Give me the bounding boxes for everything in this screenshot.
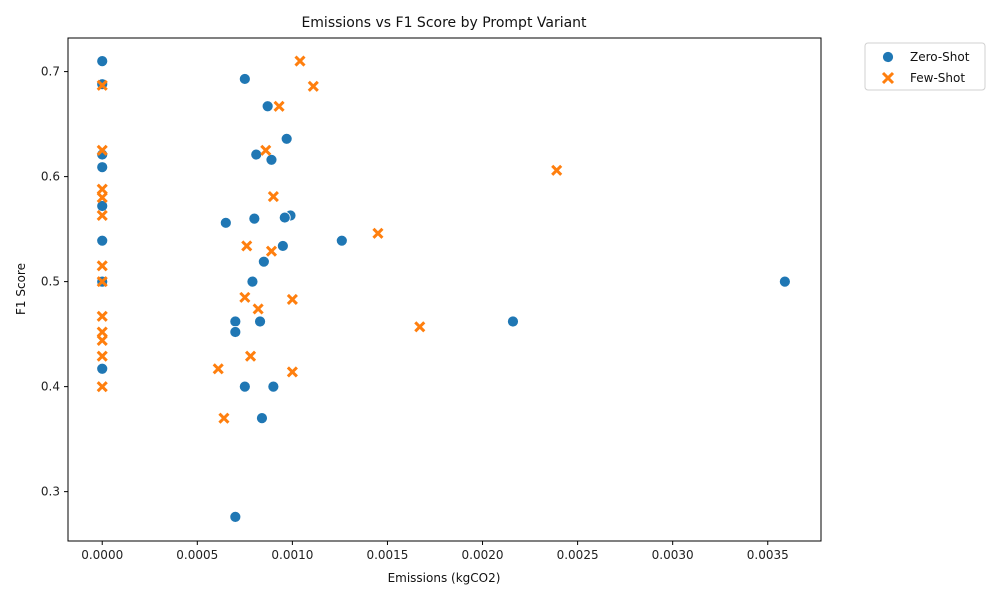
data-point-zero-shot (229, 326, 242, 338)
data-point-few-shot (96, 381, 108, 393)
plot-frame (67, 37, 822, 542)
data-point-few-shot (212, 363, 224, 375)
data-point-zero-shot (254, 315, 266, 328)
data-point-zero-shot (219, 216, 232, 229)
data-point-zero-shot (265, 153, 278, 166)
y-tick-label: 0.6 (41, 170, 60, 184)
x-axis: 0.0000 0.0005 0.0010 0.0015 0.0020 0.0025 0.00… (81, 541, 789, 562)
data-point-zero-shot (335, 234, 348, 247)
plot-area (67, 37, 822, 542)
data-point-zero-shot (778, 275, 791, 288)
x-tick-label: 0.0025 (557, 548, 599, 562)
data-point-zero-shot (250, 148, 263, 161)
data-point-few-shot (414, 321, 426, 333)
data-point-few-shot (286, 366, 298, 378)
y-tick-label: 0.4 (41, 380, 60, 394)
data-point-zero-shot (276, 240, 289, 252)
data-point-zero-shot (96, 161, 109, 174)
data-point-few-shot (96, 79, 108, 91)
data-point-few-shot (96, 276, 108, 288)
data-point-few-shot (96, 192, 108, 204)
data-point-few-shot (241, 240, 253, 252)
data-point-zero-shot (238, 73, 251, 85)
x-tick-label: 0.0015 (366, 548, 408, 562)
data-point-zero-shot (278, 211, 291, 224)
data-point-few-shot (96, 260, 108, 272)
data-point-few-shot (96, 144, 108, 156)
y-tick-label: 0.3 (41, 485, 60, 499)
data-point-few-shot (96, 183, 108, 195)
data-points (96, 55, 791, 523)
data-point-few-shot (372, 227, 384, 239)
x-tick-label: 0.0035 (747, 548, 789, 562)
data-point-few-shot (96, 326, 108, 338)
data-point-zero-shot (256, 412, 268, 425)
data-point-few-shot (551, 164, 563, 176)
y-axis-label: F1 Score (14, 263, 28, 315)
x-tick-label: 0.0000 (81, 548, 123, 562)
x-tick-label: 0.0030 (652, 548, 694, 562)
x-tick-label: 0.0005 (176, 548, 218, 562)
data-point-zero-shot (246, 275, 259, 288)
data-point-zero-shot (257, 255, 270, 268)
data-point-few-shot (218, 412, 230, 424)
data-point-few-shot (96, 350, 108, 362)
data-point-zero-shot (96, 362, 109, 375)
data-point-few-shot (239, 291, 251, 303)
legend-frame (864, 42, 986, 91)
legend-label-few-shot: Few-Shot (910, 71, 965, 85)
data-point-zero-shot (96, 55, 109, 68)
data-point-few-shot (244, 350, 257, 362)
x-tick-label: 0.0010 (271, 548, 313, 562)
data-point-few-shot (260, 144, 272, 156)
data-point-few-shot (96, 334, 108, 346)
legend: Zero-Shot Few-Shot (864, 42, 986, 91)
data-point-zero-shot (507, 315, 519, 328)
data-point-zero-shot (238, 380, 251, 393)
data-point-zero-shot (267, 380, 280, 393)
data-point-few-shot (252, 303, 264, 315)
x-tick-label: 0.0020 (462, 548, 504, 562)
data-point-few-shot (273, 100, 285, 112)
y-tick-label: 0.5 (41, 275, 60, 289)
data-point-zero-shot (280, 132, 293, 145)
data-point-few-shot (307, 80, 319, 92)
legend-label-zero-shot: Zero-Shot (910, 50, 970, 64)
data-point-few-shot (267, 191, 279, 203)
data-point-zero-shot (229, 510, 242, 523)
data-point-few-shot (294, 55, 306, 67)
data-point-zero-shot (248, 212, 261, 225)
data-point-zero-shot (261, 100, 274, 113)
data-point-zero-shot (229, 315, 242, 328)
data-point-few-shot (265, 245, 278, 257)
y-axis: 0.3 0.4 0.5 0.6 0.7 (41, 65, 68, 499)
y-tick-label: 0.7 (41, 65, 60, 79)
chart-title: Emissions vs F1 Score by Prompt Variant (301, 15, 587, 31)
data-point-few-shot (286, 293, 298, 306)
data-point-few-shot (96, 310, 108, 322)
x-axis-label: Emissions (kgCO2) (388, 571, 501, 585)
data-point-few-shot (96, 209, 108, 222)
legend-marker-zero-shot (882, 51, 894, 63)
data-point-zero-shot (96, 234, 109, 247)
data-point-zero-shot (96, 200, 109, 212)
legend-marker-few-shot (881, 71, 895, 85)
